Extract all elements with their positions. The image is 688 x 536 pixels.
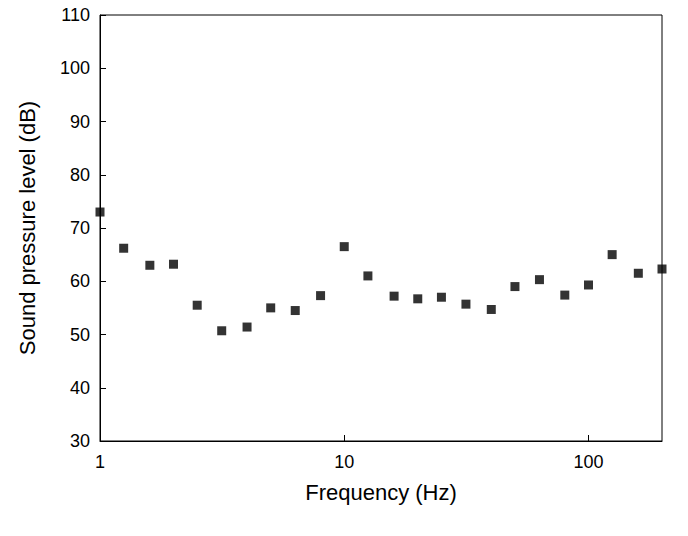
svg-text:Frequency (Hz): Frequency (Hz) — [305, 480, 457, 505]
svg-text:100: 100 — [60, 58, 90, 78]
svg-text:70: 70 — [70, 218, 90, 238]
svg-text:80: 80 — [70, 165, 90, 185]
svg-text:110: 110 — [61, 5, 90, 25]
svg-text:100: 100 — [573, 452, 603, 472]
svg-text:Sound pressure level (dB): Sound pressure level (dB) — [15, 101, 40, 355]
svg-text:60: 60 — [70, 271, 90, 291]
svg-text:90: 90 — [70, 112, 90, 132]
svg-text:30: 30 — [70, 431, 90, 451]
svg-text:1: 1 — [95, 452, 105, 472]
svg-text:40: 40 — [70, 378, 90, 398]
svg-text:10: 10 — [334, 452, 354, 472]
svg-text:50: 50 — [70, 325, 90, 345]
